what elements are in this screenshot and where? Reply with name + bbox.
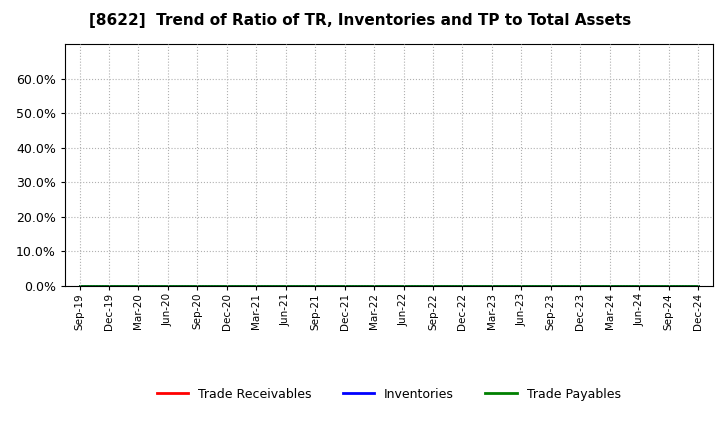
Trade Payables — [341, 283, 349, 289]
Inventories — [252, 283, 261, 289]
Inventories — [311, 283, 320, 289]
Inventories — [487, 283, 496, 289]
Trade Receivables — [222, 283, 231, 289]
Inventories — [193, 283, 202, 289]
Trade Payables — [665, 283, 673, 289]
Inventories — [341, 283, 349, 289]
Inventories — [546, 283, 555, 289]
Trade Receivables — [163, 283, 172, 289]
Inventories — [399, 283, 408, 289]
Trade Payables — [458, 283, 467, 289]
Trade Payables — [252, 283, 261, 289]
Trade Receivables — [282, 283, 290, 289]
Inventories — [576, 283, 585, 289]
Trade Payables — [576, 283, 585, 289]
Trade Payables — [193, 283, 202, 289]
Inventories — [75, 283, 84, 289]
Trade Receivables — [428, 283, 437, 289]
Trade Payables — [546, 283, 555, 289]
Trade Receivables — [193, 283, 202, 289]
Legend: Trade Receivables, Inventories, Trade Payables: Trade Receivables, Inventories, Trade Pa… — [152, 383, 626, 406]
Trade Payables — [606, 283, 614, 289]
Trade Receivables — [311, 283, 320, 289]
Trade Payables — [282, 283, 290, 289]
Trade Receivables — [576, 283, 585, 289]
Inventories — [635, 283, 644, 289]
Trade Receivables — [75, 283, 84, 289]
Trade Receivables — [458, 283, 467, 289]
Trade Receivables — [694, 283, 703, 289]
Inventories — [134, 283, 143, 289]
Trade Payables — [134, 283, 143, 289]
Trade Payables — [163, 283, 172, 289]
Inventories — [665, 283, 673, 289]
Text: [8622]  Trend of Ratio of TR, Inventories and TP to Total Assets: [8622] Trend of Ratio of TR, Inventories… — [89, 13, 631, 28]
Trade Payables — [517, 283, 526, 289]
Inventories — [282, 283, 290, 289]
Trade Receivables — [134, 283, 143, 289]
Trade Receivables — [341, 283, 349, 289]
Trade Receivables — [635, 283, 644, 289]
Trade Payables — [635, 283, 644, 289]
Trade Payables — [428, 283, 437, 289]
Inventories — [370, 283, 379, 289]
Trade Payables — [311, 283, 320, 289]
Trade Receivables — [665, 283, 673, 289]
Trade Receivables — [104, 283, 113, 289]
Trade Payables — [222, 283, 231, 289]
Inventories — [104, 283, 113, 289]
Trade Payables — [399, 283, 408, 289]
Inventories — [517, 283, 526, 289]
Trade Payables — [104, 283, 113, 289]
Trade Payables — [75, 283, 84, 289]
Trade Receivables — [546, 283, 555, 289]
Trade Receivables — [487, 283, 496, 289]
Trade Payables — [370, 283, 379, 289]
Inventories — [163, 283, 172, 289]
Inventories — [222, 283, 231, 289]
Inventories — [428, 283, 437, 289]
Trade Payables — [694, 283, 703, 289]
Trade Receivables — [399, 283, 408, 289]
Trade Receivables — [252, 283, 261, 289]
Inventories — [458, 283, 467, 289]
Trade Payables — [487, 283, 496, 289]
Inventories — [694, 283, 703, 289]
Trade Receivables — [370, 283, 379, 289]
Trade Receivables — [517, 283, 526, 289]
Trade Receivables — [606, 283, 614, 289]
Inventories — [606, 283, 614, 289]
